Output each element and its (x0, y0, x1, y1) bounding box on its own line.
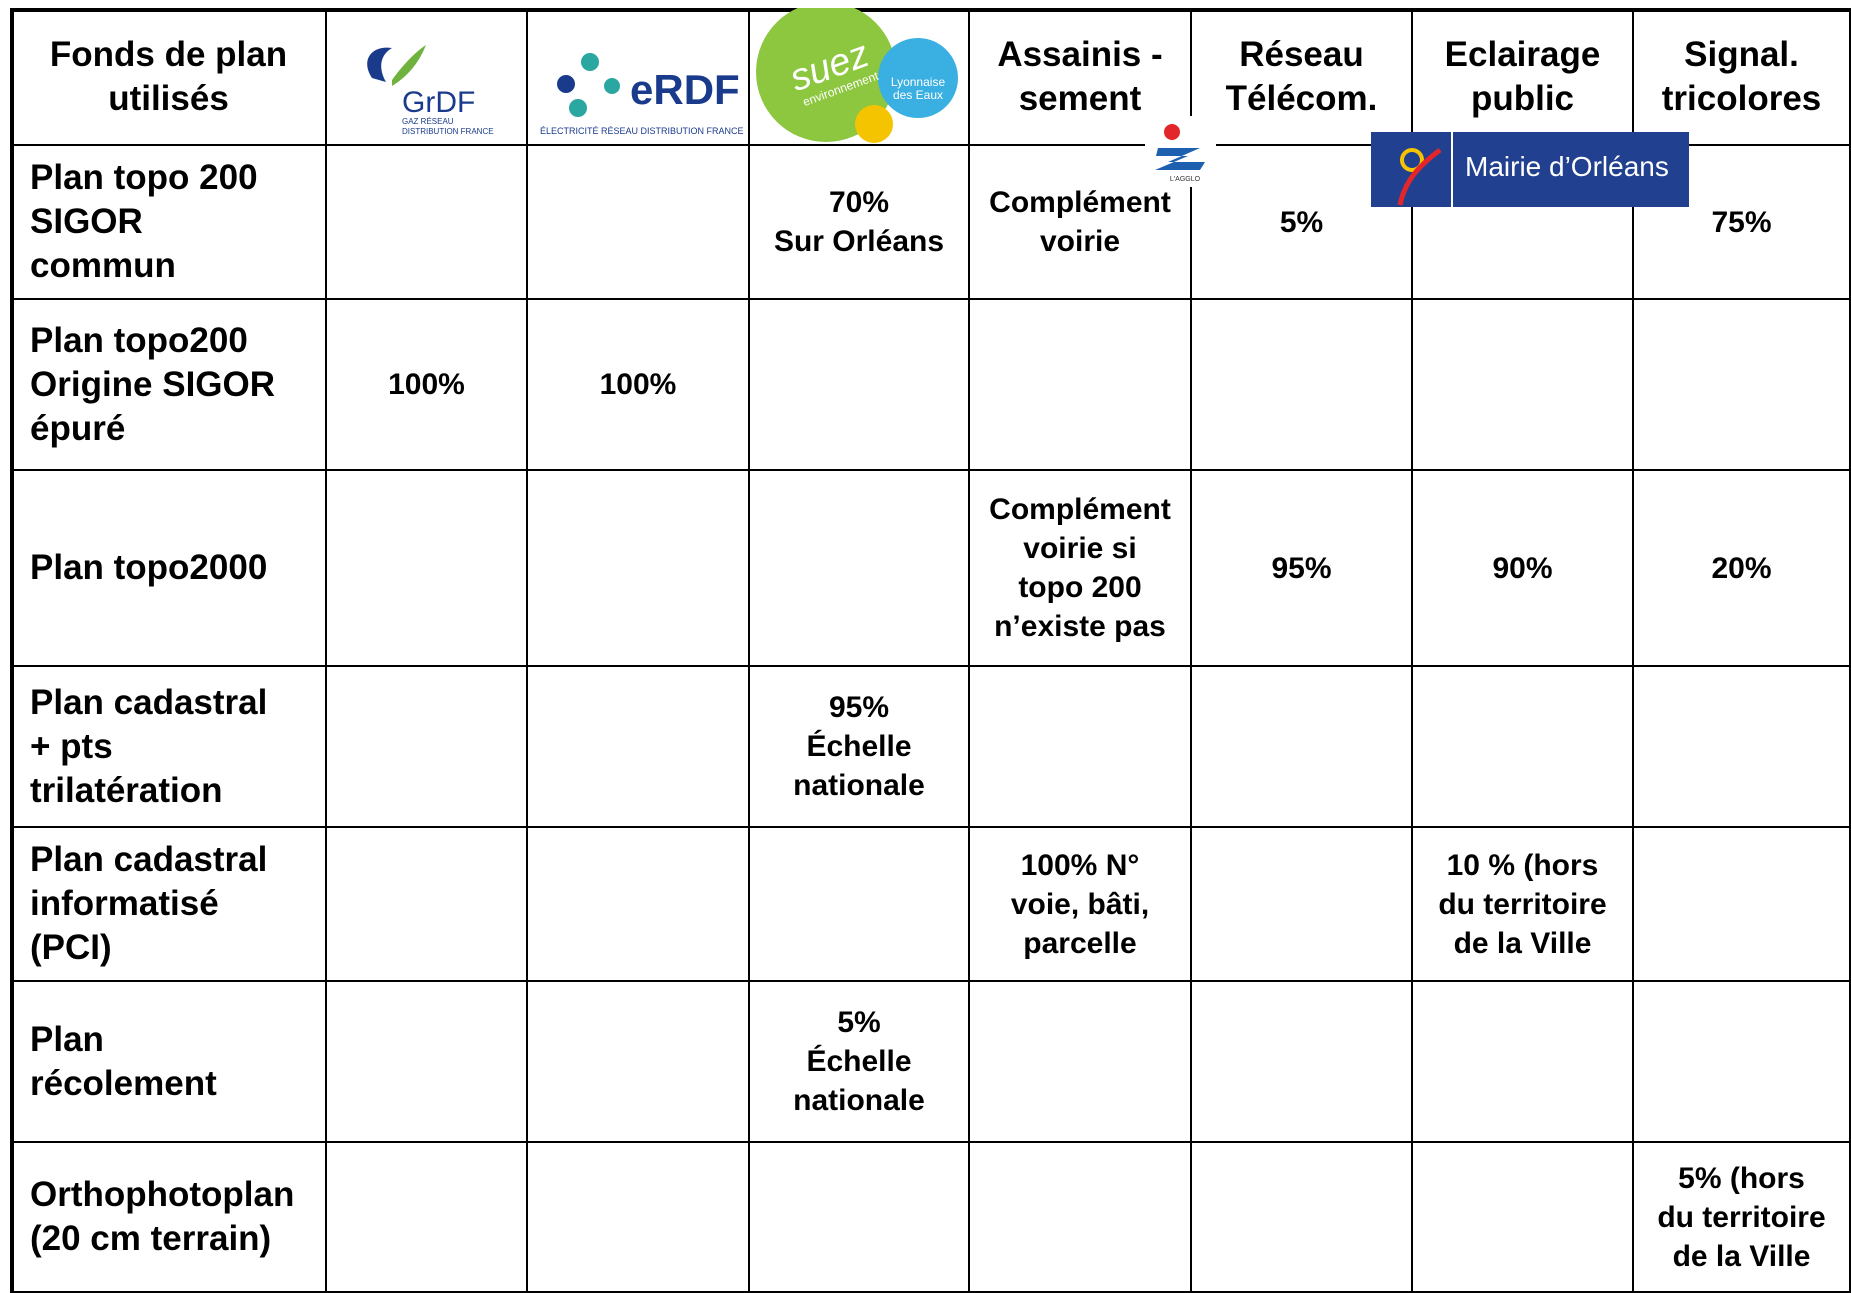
row-label: Orthophotoplan (20 cm terrain) (12, 1143, 327, 1293)
table-cell: 5% (1192, 146, 1413, 300)
grdf-tagline: GAZ RÉSEAU DISTRIBUTION FRANCE (402, 117, 494, 136)
table-cell (1413, 667, 1634, 828)
table-cell: 100% (528, 300, 750, 471)
suez-dot (855, 105, 893, 143)
table-cell (750, 300, 970, 471)
agglo-dot (1164, 124, 1180, 140)
table-cell (1192, 828, 1413, 982)
table-cell (1634, 828, 1851, 982)
suez-logo: suez environnement Lyonnaise des Eaux (756, 8, 958, 143)
mairie-name: Mairie d’Orléans (1465, 151, 1669, 182)
suez-circle (756, 8, 896, 142)
mairie-mark (1397, 148, 1442, 206)
table-cell: 90% (1413, 471, 1634, 667)
table-cell (327, 1143, 528, 1293)
table-cell (528, 667, 750, 828)
lyonnaise-name: Lyonnaise des Eaux (891, 75, 946, 102)
table-cell (327, 146, 528, 300)
grdf-logo: GrDF GAZ RÉSEAU DISTRIBUTION FRANCE (367, 45, 494, 136)
erdf-tagline: ÉLECTRICITÉ RÉSEAU DISTRIBUTION FRANCE (540, 126, 744, 136)
erdf-name: eRDF (630, 66, 740, 113)
table-cell (1634, 667, 1851, 828)
table-cell (327, 982, 528, 1143)
table-cell (970, 1143, 1192, 1293)
table-cell: 5% Échelle nationale (750, 982, 970, 1143)
table-cell (327, 828, 528, 982)
row-label: Plan récolement (12, 982, 327, 1143)
row-label: Plan cadastral + pts trilatération (12, 667, 327, 828)
header-cell: Signal. tricolores (1634, 9, 1851, 146)
table-cell: 100% N° voie, bâti, parcelle (970, 828, 1192, 982)
table-cell (970, 982, 1192, 1143)
table-cell (750, 1143, 970, 1293)
table-cell (1413, 1143, 1634, 1293)
header-cell: Réseau Télécom. (1192, 9, 1413, 146)
table-cell (750, 828, 970, 982)
table-cell (1413, 146, 1634, 300)
table-cell (528, 828, 750, 982)
row-label: Plan topo200 Origine SIGOR épuré (12, 300, 327, 471)
agglo-logo: L'AGGLO (1145, 116, 1216, 187)
grdf-swoosh (367, 47, 392, 82)
mairie-bg (1371, 132, 1689, 207)
mairie-logo: Mairie d’Orléans (1371, 132, 1689, 207)
header-cell: Assainis - sement (970, 9, 1192, 146)
row-label: Plan topo 200 SIGOR commun (12, 146, 327, 300)
header-cell: Fonds de plan utilisés (12, 9, 327, 146)
table-cell: Complément voirie (970, 146, 1192, 300)
header-cell (750, 9, 970, 146)
table-cell (1192, 1143, 1413, 1293)
mairie-divider (1451, 132, 1453, 207)
table-cell: 5% (hors du territoire de la Ville (1634, 1143, 1851, 1293)
agglo-swoosh (1155, 148, 1205, 170)
erdf-star (569, 99, 587, 117)
erdf-star (557, 75, 575, 93)
table-cell: 75% (1634, 146, 1851, 300)
table-cell (970, 667, 1192, 828)
table-cell: 70% Sur Orléans (750, 146, 970, 300)
row-label: Plan cadastral informatisé (PCI) (12, 828, 327, 982)
table-cell (528, 146, 750, 300)
table-cell (1192, 300, 1413, 471)
erdf-logo: eRDF ÉLECTRICITÉ RÉSEAU DISTRIBUTION FRA… (540, 53, 744, 136)
header-cell (528, 9, 750, 146)
table-cell (1413, 982, 1634, 1143)
table-cell: Complément voirie si topo 200 n’existe p… (970, 471, 1192, 667)
row-label: Plan topo2000 (12, 471, 327, 667)
erdf-star (581, 53, 599, 71)
table-cell (327, 471, 528, 667)
table-cell (1634, 982, 1851, 1143)
grdf-name: GrDF (402, 86, 475, 119)
table-cell (1192, 667, 1413, 828)
table-cell: 95% (1192, 471, 1413, 667)
agglo-name: L'AGGLO (1170, 176, 1201, 183)
table-cell (528, 1143, 750, 1293)
table-cell: 10 % (hors du territoire de la Ville (1413, 828, 1634, 982)
mairie-mark (1400, 148, 1424, 172)
erdf-star (604, 78, 620, 94)
table-cell: 20% (1634, 471, 1851, 667)
table-cell (327, 667, 528, 828)
table-cell (1413, 300, 1634, 471)
lyonnaise-circle (878, 38, 958, 118)
table-cell (528, 982, 750, 1143)
table-cell (528, 471, 750, 667)
table-cell (1634, 300, 1851, 471)
table-cell: 100% (327, 300, 528, 471)
table-cell (970, 300, 1192, 471)
grdf-leaf (392, 45, 426, 86)
table-cell (750, 471, 970, 667)
table-cell: 95% Échelle nationale (750, 667, 970, 828)
header-cell (327, 9, 528, 146)
table-cell (1192, 982, 1413, 1143)
